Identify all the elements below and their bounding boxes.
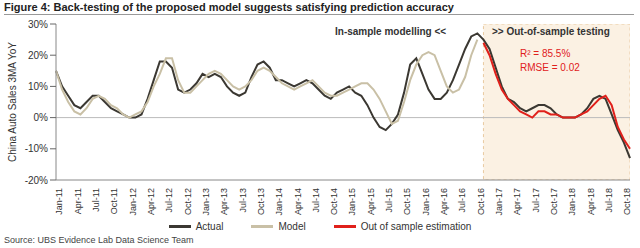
svg-text:Jan-14: Jan-14 <box>274 188 284 216</box>
svg-text:Jan-16: Jan-16 <box>421 188 431 216</box>
svg-text:Jan-15: Jan-15 <box>347 188 357 216</box>
svg-text:Jul-13: Jul-13 <box>238 188 248 213</box>
svg-text:20%: 20% <box>28 50 48 61</box>
svg-text:Jan-12: Jan-12 <box>128 188 138 216</box>
html-text:In-sample modelling <<: In-sample modelling << <box>335 26 447 37</box>
html-text:>> Out-of-sample testing: >> Out-of-sample testing <box>492 26 610 37</box>
svg-text:30%: 30% <box>28 19 48 30</box>
svg-text:Jul-12: Jul-12 <box>164 188 174 213</box>
html-text:Out of sample estimation: Out of sample estimation <box>360 221 472 232</box>
svg-text:Oct-17: Oct-17 <box>549 188 559 215</box>
svg-text:Apr-12: Apr-12 <box>146 188 156 215</box>
svg-text:Jan-18: Jan-18 <box>567 188 577 216</box>
svg-text:Jan-11: Jan-11 <box>54 188 64 215</box>
svg-text:-20%: -20% <box>25 175 48 186</box>
svg-text:China Auto Sales 3MA YoY: China Auto Sales 3MA YoY <box>8 42 18 162</box>
svg-text:Oct-11: Oct-11 <box>109 188 119 214</box>
html-text:Model: Model <box>278 221 306 232</box>
svg-text:10%: 10% <box>28 81 48 92</box>
svg-text:Apr-16: Apr-16 <box>439 188 449 215</box>
svg-text:Jul-11: Jul-11 <box>91 188 101 212</box>
html-text:Actual: Actual <box>195 221 224 232</box>
svg-text:Jul-16: Jul-16 <box>457 188 467 213</box>
html-text:R² = 85.5%: R² = 85.5% <box>520 48 571 59</box>
svg-text:Apr-11: Apr-11 <box>73 188 83 214</box>
svg-text:Oct-13: Oct-13 <box>256 188 266 215</box>
svg-text:Jul-17: Jul-17 <box>531 188 541 213</box>
svg-text:Oct-16: Oct-16 <box>476 188 486 215</box>
svg-text:Jan-17: Jan-17 <box>494 188 504 216</box>
svg-text:Apr-15: Apr-15 <box>366 188 376 215</box>
svg-text:Apr-13: Apr-13 <box>219 188 229 215</box>
svg-text:Apr-18: Apr-18 <box>586 188 596 215</box>
svg-text:Oct-12: Oct-12 <box>183 188 193 215</box>
svg-text:Jul-14: Jul-14 <box>311 188 321 213</box>
svg-text:Apr-14: Apr-14 <box>293 188 303 215</box>
svg-text:Oct-18: Oct-18 <box>622 188 632 215</box>
html-text:Source: UBS Evidence Lab Data: Source: UBS Evidence Lab Data Science Te… <box>4 235 194 245</box>
svg-text:Jul-15: Jul-15 <box>384 188 394 213</box>
svg-text:Oct-15: Oct-15 <box>402 188 412 215</box>
svg-text:0%: 0% <box>34 112 49 123</box>
html-text:Figure 4: Back-testing of the: Figure 4: Back-testing of the proposed m… <box>4 1 454 13</box>
svg-text:Jul-18: Jul-18 <box>604 188 614 213</box>
svg-text:Apr-17: Apr-17 <box>512 188 522 215</box>
svg-text:Jan-13: Jan-13 <box>201 188 211 216</box>
svg-text:-10%: -10% <box>25 143 48 154</box>
html-text:RMSE = 0.02: RMSE = 0.02 <box>520 62 580 73</box>
svg-text:Oct-14: Oct-14 <box>329 188 339 215</box>
